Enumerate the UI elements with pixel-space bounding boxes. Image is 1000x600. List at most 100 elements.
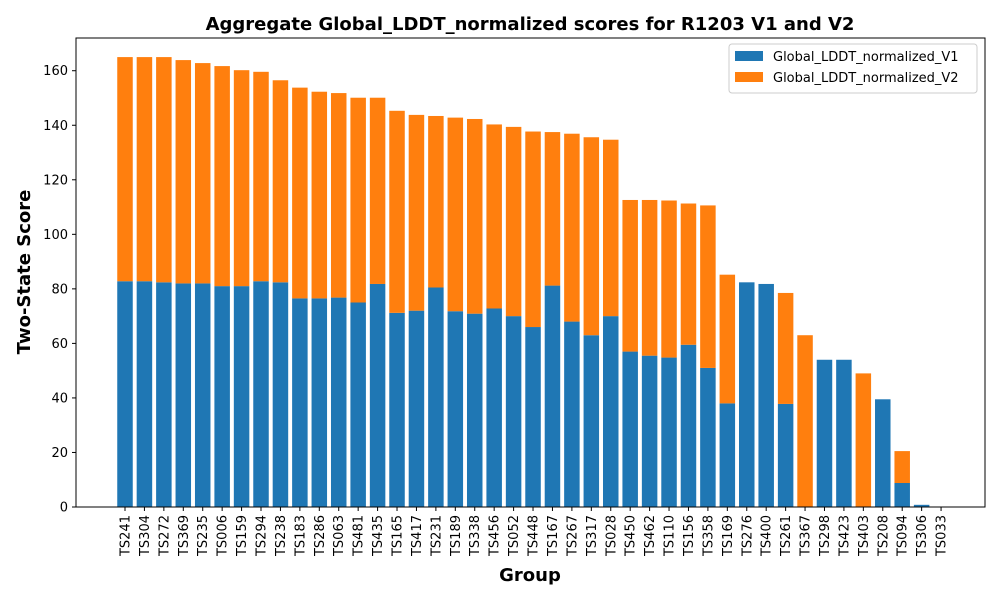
y-tick-label: 120 <box>43 173 68 188</box>
y-tick-label: 100 <box>43 228 68 243</box>
x-tick-label: TS286 <box>313 515 328 557</box>
bar-v1-ts358 <box>700 367 716 507</box>
bar-v1-ts063 <box>330 297 347 507</box>
x-tick-label: TS235 <box>196 515 211 557</box>
legend-box <box>728 43 978 94</box>
bar-v1-ts006 <box>214 286 230 507</box>
plot-frame <box>75 37 986 508</box>
bar-v2-ts338 <box>466 118 483 314</box>
bar-v1-ts448 <box>525 327 541 507</box>
bar-v2-ts156 <box>680 203 697 345</box>
bar-v1-ts165 <box>389 312 405 507</box>
bar-v2-ts235 <box>194 63 211 284</box>
x-tick-label: TS006 <box>216 515 231 557</box>
bar-v2-ts435 <box>369 97 386 284</box>
y-tick-label: 140 <box>43 119 68 134</box>
bar-v1-ts167 <box>544 285 561 507</box>
x-tick-label: TS156 <box>682 515 697 557</box>
y-tick-label: 160 <box>43 64 68 79</box>
bar-v1-ts241 <box>117 281 133 507</box>
bar-v2-ts367 <box>797 335 813 507</box>
bar-v2-ts317 <box>583 137 600 336</box>
x-tick-label: TS448 <box>527 515 542 557</box>
x-tick-label: TS276 <box>740 515 755 557</box>
bar-v1-ts110 <box>661 357 677 507</box>
bar-v1-ts400 <box>758 283 774 507</box>
x-tick-label: TS267 <box>565 515 580 557</box>
bar-v2-ts417 <box>408 114 425 311</box>
x-tick-label: TS183 <box>293 515 308 557</box>
bar-v2-ts241 <box>117 57 133 282</box>
bar-v1-ts304 <box>136 281 153 507</box>
bar-v1-ts338 <box>466 313 483 507</box>
bar-v2-ts052 <box>505 126 522 317</box>
chart-title: Aggregate Global_LDDT_normalized scores … <box>206 14 855 35</box>
bar-v2-ts272 <box>156 57 172 283</box>
legend-swatch-v2 <box>735 72 763 82</box>
bar-v2-ts462 <box>641 199 658 356</box>
x-tick-label: TS294 <box>255 515 270 557</box>
bar-v1-ts417 <box>408 310 425 507</box>
x-tick-label: TS028 <box>604 515 619 557</box>
bar-v1-ts423 <box>836 359 852 507</box>
bar-v2-ts448 <box>525 131 541 328</box>
bar-v2-ts304 <box>136 57 153 282</box>
x-tick-label: TS159 <box>235 515 250 557</box>
x-tick-label: TS369 <box>177 515 192 557</box>
x-tick-label: TS165 <box>391 515 406 557</box>
bar-v1-ts450 <box>622 351 638 507</box>
x-tick-label: TS481 <box>352 515 367 557</box>
bar-v1-ts276 <box>739 282 755 507</box>
x-tick-label: TS094 <box>896 515 911 557</box>
legend-swatch-v1 <box>735 51 763 61</box>
x-tick-label: TS298 <box>818 515 833 557</box>
x-tick-label: TS052 <box>507 515 522 557</box>
x-tick-label: TS338 <box>468 515 483 557</box>
bar-v2-ts063 <box>330 93 347 298</box>
bar-v1-ts169 <box>719 403 736 507</box>
x-tick-label: TS189 <box>449 515 464 557</box>
bar-v1-ts435 <box>369 283 386 507</box>
bar-v1-ts456 <box>486 308 502 507</box>
x-tick-label: TS208 <box>876 515 891 557</box>
legend-label-v2: Global_LDDT_normalized_V2 <box>773 71 959 86</box>
bar-v1-ts306 <box>913 504 930 507</box>
bar-v2-ts456 <box>486 124 502 309</box>
bar-v1-ts298 <box>816 359 833 507</box>
bar-v1-ts317 <box>583 335 600 507</box>
bar-v1-ts183 <box>292 298 308 507</box>
bar-v1-ts094 <box>894 483 910 507</box>
bar-v2-ts167 <box>544 132 561 286</box>
bar-v2-ts028 <box>603 139 619 317</box>
bar-v1-ts156 <box>680 344 697 507</box>
x-axis-title: Group <box>499 565 561 586</box>
x-tick-label: TS435 <box>371 515 386 557</box>
bar-v2-ts094 <box>894 451 910 483</box>
x-tick-label: TS110 <box>663 515 678 557</box>
bar-v2-ts358 <box>700 205 716 368</box>
bar-v1-ts261 <box>777 403 794 507</box>
x-tick-label: TS169 <box>721 515 736 557</box>
bar-v1-ts272 <box>156 282 172 507</box>
bar-v2-ts183 <box>292 87 308 299</box>
bar-v1-ts159 <box>233 286 250 507</box>
x-tick-label: TS306 <box>915 515 930 557</box>
x-tick-label: TS358 <box>701 515 716 557</box>
bar-v2-ts369 <box>175 60 192 284</box>
y-tick-label: 0 <box>60 501 68 516</box>
y-tick-label: 20 <box>51 446 68 461</box>
x-tick-label: TS462 <box>643 515 658 557</box>
bar-v2-ts294 <box>253 71 269 282</box>
bar-v1-ts267 <box>564 321 580 507</box>
bar-v1-ts481 <box>350 302 366 507</box>
x-tick-label: TS403 <box>857 515 872 557</box>
bar-v2-ts231 <box>428 115 444 288</box>
x-tick-label: TS317 <box>585 515 600 557</box>
bar-v1-ts208 <box>875 399 891 507</box>
bar-v2-ts450 <box>622 199 638 352</box>
y-tick-label: 60 <box>51 337 68 352</box>
bar-v1-ts462 <box>641 355 658 507</box>
bar-v1-ts028 <box>603 316 619 507</box>
x-tick-label: TS063 <box>332 515 347 557</box>
bar-v2-ts267 <box>564 133 580 322</box>
